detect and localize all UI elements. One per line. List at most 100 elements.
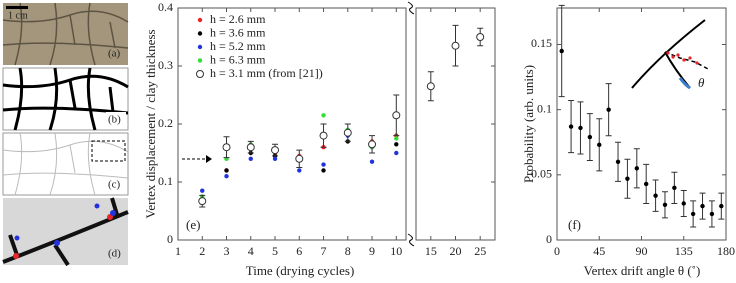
data-point <box>271 146 280 155</box>
data-point <box>634 166 640 171</box>
data-point <box>272 156 278 161</box>
y-tick-label: 0.4 <box>158 0 173 14</box>
x-tick-label: 6 <box>296 244 302 258</box>
y-tick-label: 0.1 <box>537 101 552 115</box>
data-point <box>690 211 696 217</box>
data-point <box>343 128 352 137</box>
data-point <box>662 202 668 208</box>
break-mark <box>407 1 415 15</box>
dot <box>54 240 60 246</box>
dot <box>666 51 670 55</box>
panel-label: (b) <box>108 114 121 126</box>
data-point <box>224 168 229 173</box>
x-tick-label: 0 <box>554 244 560 258</box>
y-tick-label: 0 <box>546 232 552 246</box>
data-point <box>606 107 611 112</box>
data-point <box>248 156 253 161</box>
dot <box>682 58 686 62</box>
data-point <box>200 188 205 193</box>
x-tick-label: 1 <box>175 244 181 258</box>
data-point <box>559 48 564 54</box>
crack-line <box>631 19 706 89</box>
panel-b: (b) <box>2 67 129 131</box>
x-tick-label: 180 <box>717 244 735 258</box>
dot <box>94 203 100 209</box>
data-point <box>321 162 326 167</box>
legend-label: h = 2.6 mm <box>210 12 266 26</box>
inset: θ <box>631 19 711 90</box>
data-point <box>394 150 399 156</box>
data-point <box>615 159 621 164</box>
angle-arc <box>678 77 691 90</box>
data-point <box>369 159 375 164</box>
panel-a: 1 cm (a) <box>2 2 129 66</box>
y-tick-label: 0.15 <box>531 36 552 50</box>
legend-label: h = 3.6 mm <box>210 25 266 39</box>
legend-marker <box>196 70 204 78</box>
label-bg <box>106 112 126 127</box>
x-tick-label: 3 <box>224 244 230 258</box>
data-point <box>597 142 602 148</box>
x-tick-label: 25 <box>474 244 486 258</box>
scale-label: 1 cm <box>8 10 28 21</box>
data-point <box>321 168 326 173</box>
data-point <box>321 113 326 118</box>
data-point <box>672 185 677 191</box>
dot <box>14 235 20 241</box>
data-point <box>246 143 255 152</box>
data-point <box>719 203 724 209</box>
arrow-head <box>206 155 212 163</box>
data-point <box>643 181 649 187</box>
y-tick-label: 0.05 <box>531 167 552 181</box>
data-point <box>319 131 328 140</box>
x-tick-label: 15 <box>425 244 437 258</box>
dot <box>695 61 699 65</box>
dot <box>676 53 680 57</box>
legend-marker <box>197 44 203 50</box>
panel-label: (c) <box>108 179 121 191</box>
data-point <box>709 211 715 217</box>
data-point <box>625 176 630 181</box>
x-axis-label: Vertex drift angle θ (˚) <box>584 263 701 278</box>
data-point <box>476 33 485 41</box>
drift-path <box>664 51 711 71</box>
y-tick-label: 0.1 <box>158 174 173 188</box>
data-point <box>394 142 399 147</box>
panel-c: (c) <box>2 132 129 196</box>
data-point <box>198 197 207 206</box>
x-tick-label: 20 <box>450 244 462 258</box>
data-point <box>587 134 593 140</box>
y-axis-label: Vertex displacement / clay thickness <box>143 29 158 218</box>
crack-line <box>664 51 691 89</box>
x-tick-label: 135 <box>675 244 693 258</box>
data-point <box>568 124 574 129</box>
data-point <box>295 154 304 163</box>
x-tick-label: 5 <box>272 244 278 258</box>
data-point <box>451 41 460 50</box>
x-tick-label: 90 <box>636 244 648 258</box>
legend-label: h = 6.3 mm <box>210 52 266 66</box>
y-tick-label: 0.2 <box>158 116 173 130</box>
cracks <box>2 2 129 66</box>
scale-bar <box>6 6 28 9</box>
x-axis-label: Time (drying cycles) <box>246 263 355 278</box>
x-tick-label: 2 <box>199 244 205 258</box>
y-axis-label: Probability (arb. units) <box>521 65 536 183</box>
data-point <box>578 125 583 131</box>
dot <box>688 56 692 60</box>
legend-marker <box>197 58 203 63</box>
legend-label: h = 5.2 mm <box>210 39 266 53</box>
dot <box>671 55 675 59</box>
zoom-box <box>91 140 126 162</box>
cracks <box>2 67 129 131</box>
panel-label: (f) <box>568 217 581 232</box>
dot <box>110 210 116 216</box>
legend-label: h = 3.1 mm (from [21]) <box>210 66 323 80</box>
data-point <box>681 201 686 206</box>
data-point <box>700 203 705 209</box>
x-tick-label: 10 <box>390 244 402 258</box>
data-point <box>394 136 399 141</box>
dot <box>13 253 19 259</box>
break-mark <box>407 233 415 247</box>
